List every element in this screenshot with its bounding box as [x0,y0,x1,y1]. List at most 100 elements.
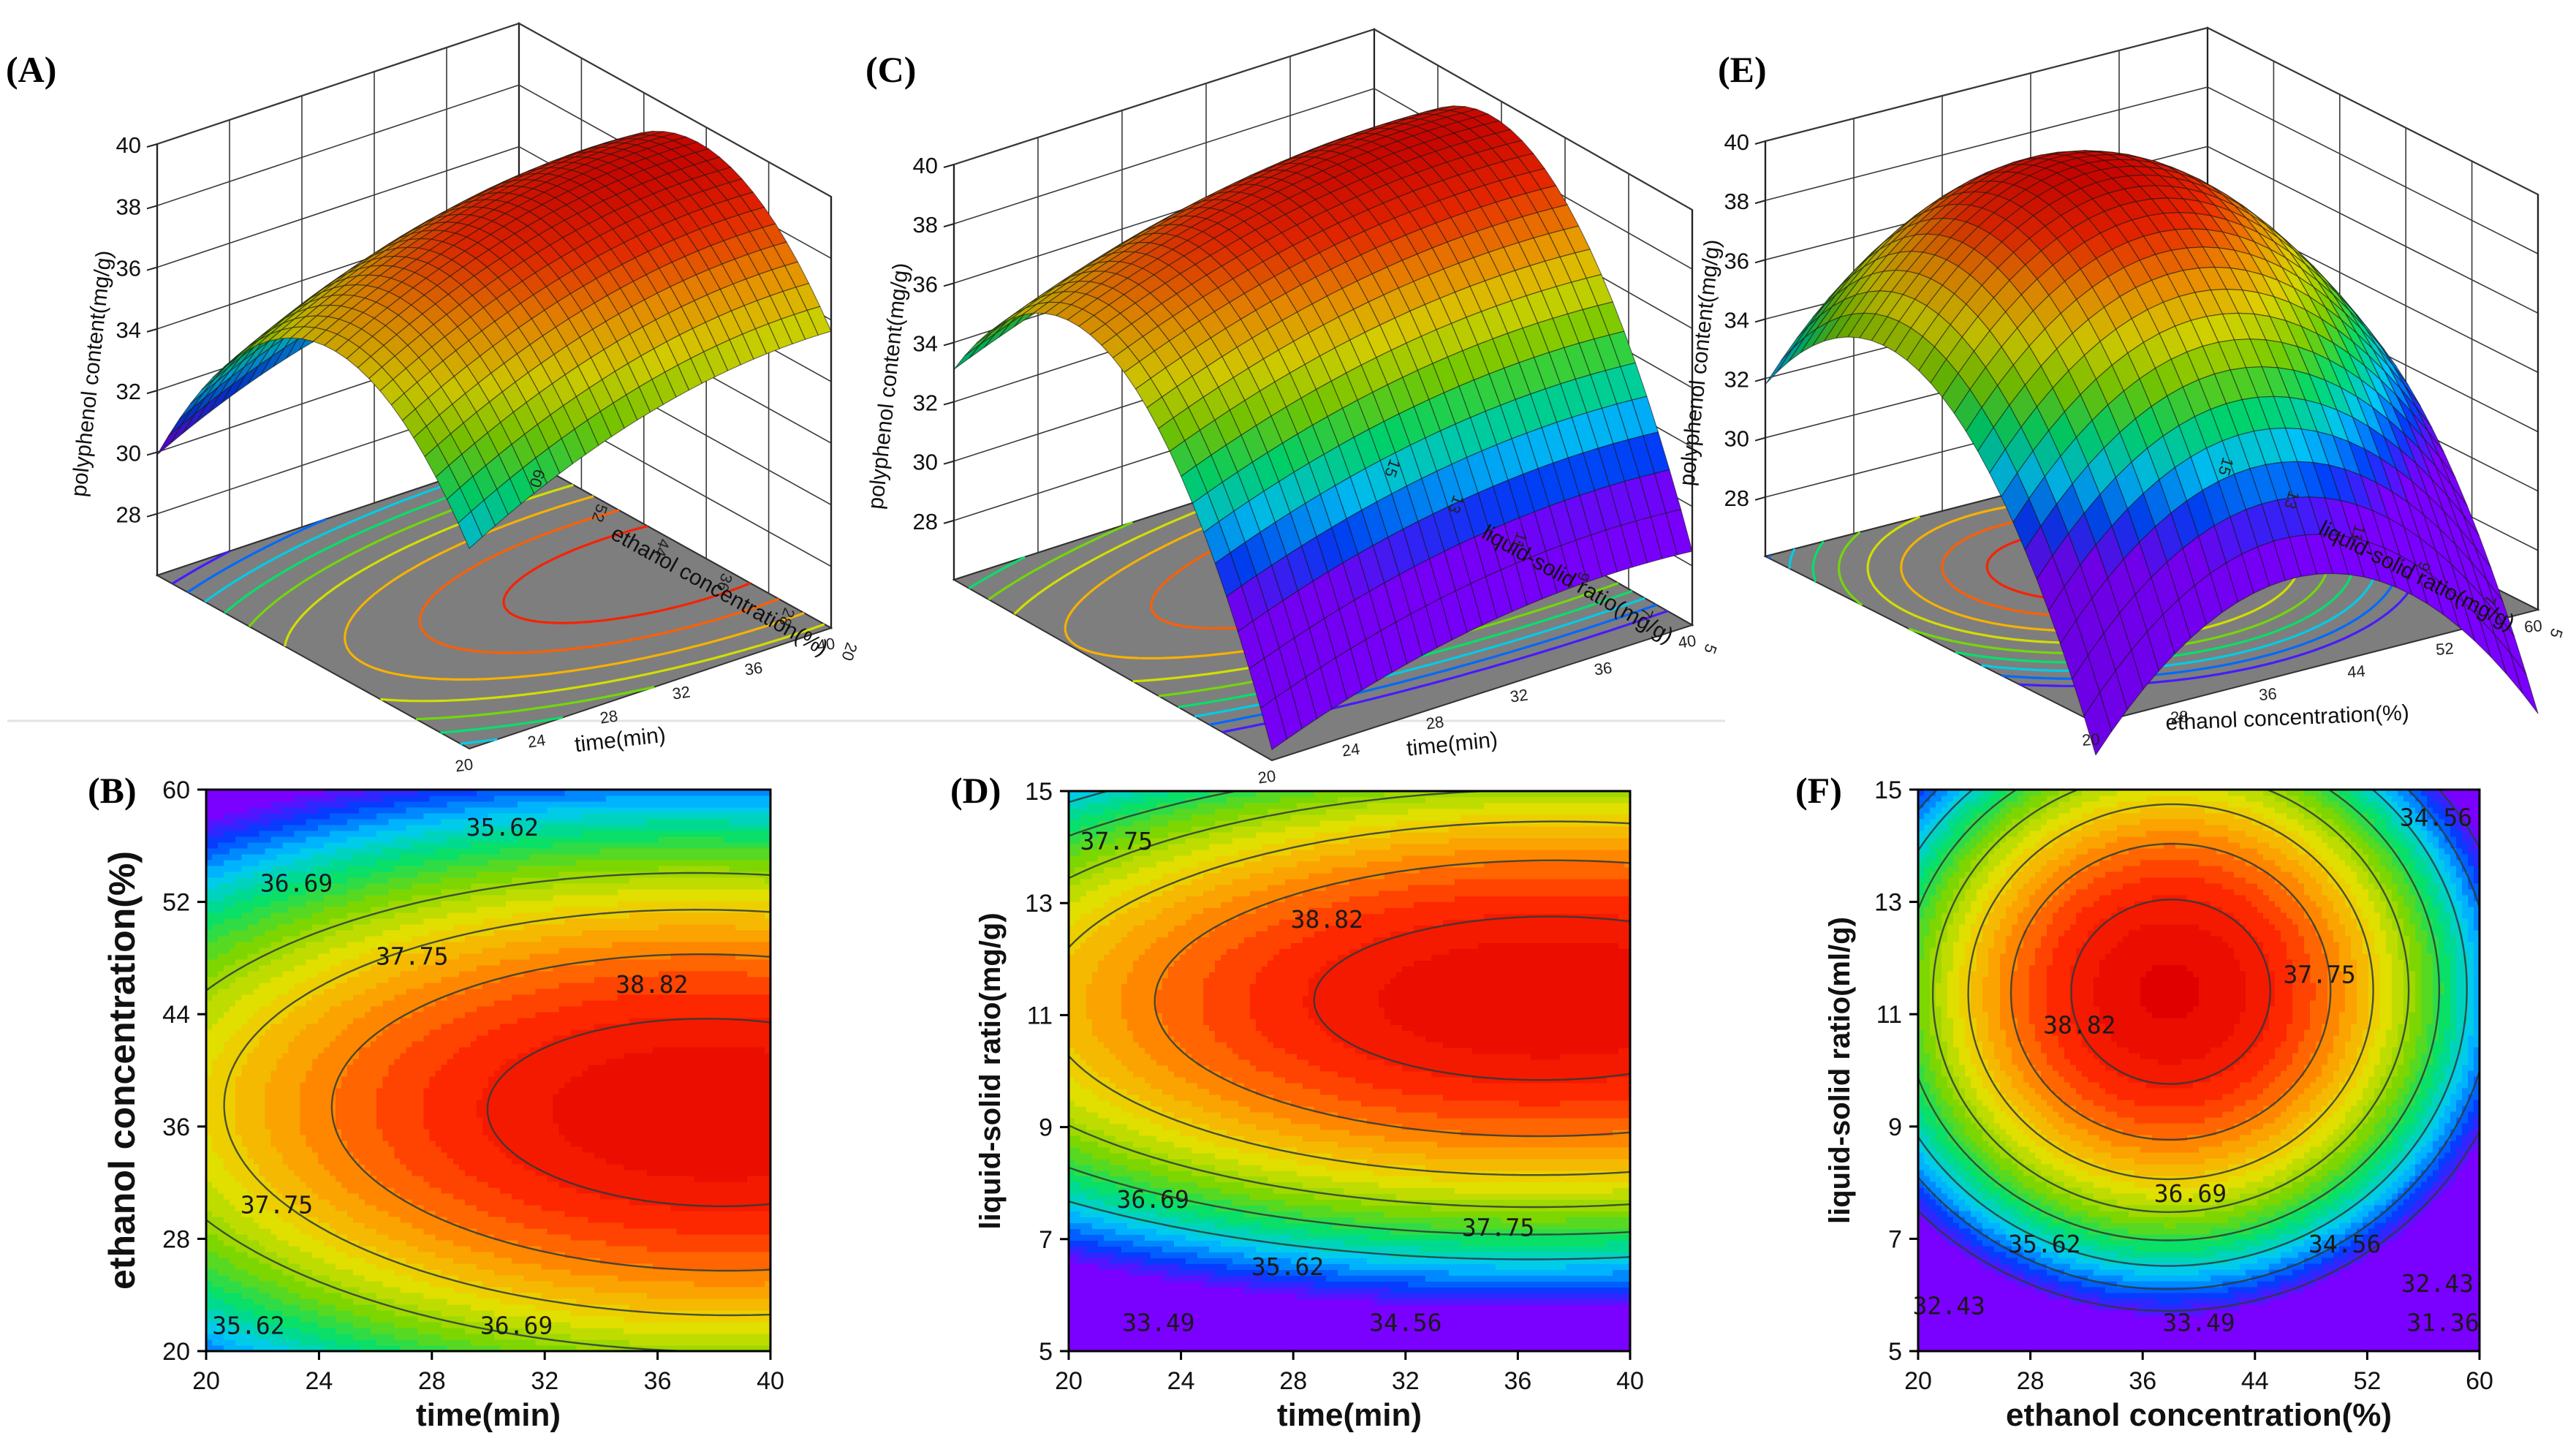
x-tick-label: 32 [671,682,692,703]
y-tick-label: 5 [1039,1338,1053,1366]
z-grid-line [1765,86,2539,254]
z-tick-mark [943,460,955,465]
contour-line-36-69 [223,909,770,1317]
z-grid-line [953,88,1693,270]
z-tick-mark [146,205,158,210]
x-tick-label: 28 [1279,1367,1307,1395]
contour-value-label: 38.82 [615,970,688,999]
x-tick-label: 40 [816,634,836,654]
x-tick-label: 24 [526,730,547,751]
contour-value-label: 37.75 [2283,960,2355,988]
x-tick-label: 20 [1055,1367,1083,1395]
contour-value-label: 32.43 [2401,1269,2474,1298]
panel-label: (B) [88,770,137,811]
contour-value-label: 36.69 [260,869,333,898]
z-tick-label: 28 [913,509,938,534]
z-tick-label: 30 [913,450,938,475]
contour-line-37-75 [330,953,770,1272]
plot-frame [1917,788,2481,1353]
x-tick-label: 52 [2353,1367,2381,1395]
x-tick-label: 20 [2081,730,2100,749]
x-tick-label: 28 [2170,707,2189,727]
z-tick-mark [146,390,158,395]
y-tick-label: 20 [838,640,861,663]
contour-line-33-49 [1069,791,1630,1260]
x-tick-label: 40 [1616,1367,1644,1395]
surface-cell [458,510,483,549]
contour-value-label: 32.43 [1913,1292,1985,1320]
y-tick-label: 60 [162,776,190,804]
contour-line-38-82 [1313,915,1630,1081]
z-tick-label: 32 [913,390,938,416]
contour-line-34-56 [1918,790,2441,1241]
z-tick-mark [1754,496,1766,501]
contour-line-32-43 [1918,790,2480,1290]
x-axis-title: time(min) [573,723,667,757]
z-tick-label: 40 [1724,129,1749,155]
z-tick-label: 36 [913,271,938,297]
y-tick-label: 15 [1874,776,1902,804]
x-tick-label: 32 [1509,686,1529,706]
contour-panel-f: 34.56 37.75 38.82 36.69 35.62 34.56 32.43 32.43… [1795,770,2493,1433]
contour-line-38-82 [2070,899,2271,1085]
response-surface [1765,150,2539,756]
y-axis-title: liquid-solid ratio(ml/g) [1824,917,1856,1224]
z-tick-label: 28 [1724,485,1749,511]
z-tick-label: 32 [1724,367,1749,393]
z-tick-mark [146,143,158,148]
y-tick-label: 11 [1027,1002,1053,1029]
contour-value-label: 36.69 [480,1311,553,1339]
x-tick-label: 20 [1904,1367,1932,1395]
y-tick-label: 9 [1039,1114,1053,1142]
contour-value-label: 33.49 [2162,1309,2235,1337]
z-tick-label: 32 [116,379,141,404]
y-axis-title: liquid-solid ratio(mg/g) [974,912,1007,1229]
x-axis-title: time(min) [1406,727,1499,760]
contour-line-36-69 [1967,803,2374,1181]
panel-label: (E) [1718,49,1767,90]
contour-line-35-62 [1069,791,1630,1209]
contour-value-label: 36.69 [1117,1185,1189,1214]
x-tick-label: 32 [531,1367,558,1395]
y-tick-label: 20 [162,1338,190,1366]
plot-frame [1067,790,1632,1353]
floor-contour-line [502,525,751,624]
z-tick-mark [943,282,955,287]
contour-value-label: 37.75 [376,942,448,970]
contour-value-label: 37.75 [1462,1213,1534,1241]
floor-contour-line [186,518,327,594]
floor-contour-line [344,495,805,681]
z-axis: 28 30 32 34 36 38 40 polyphenol content(mg/g) [67,132,158,528]
z-tick-mark [943,341,955,347]
contour-fill [1918,790,2480,1351]
panel-label: (D) [950,770,1001,811]
contour-value-label: 35.62 [466,813,539,842]
contour-value-label: 38.82 [2043,1011,2115,1040]
z-axis-title: polyphenol content(mg/g) [67,249,116,498]
z-tick-label: 30 [1724,426,1749,452]
x-tick-label: 20 [454,755,474,775]
contour-lines [1069,791,1630,1260]
x-tick-label: 24 [1167,1367,1195,1395]
surface-panel-c: 28 30 32 34 36 38 40 polyphenol content(mg/g) 20… [863,28,1721,787]
x-tick-label: 52 [2435,639,2454,659]
contour-line-35-62 [206,871,770,1351]
z-tick-label: 38 [913,212,938,238]
z-tick-mark [146,451,158,456]
contour-value-label: 36.69 [2154,1179,2227,1208]
x-tick-label: 36 [743,658,764,678]
z-tick-mark [146,328,158,333]
contour-value-label: 34.56 [1369,1309,1442,1337]
y-tick-label: 52 [162,889,190,917]
contour-value-label: 35.62 [1251,1252,1324,1281]
y-tick-label: 5 [1700,642,1721,657]
z-tick-mark [943,401,955,406]
contour-fill [206,790,770,1351]
y-tick-label: 7 [1888,1225,1902,1253]
contour-line-34-56 [1069,791,1630,1236]
z-tick-label: 36 [1724,248,1749,273]
z-tick-mark [943,519,955,524]
y-tick-label: 7 [1039,1226,1053,1254]
contour-value-label: 37.75 [240,1190,313,1219]
z-tick-label: 28 [116,502,141,528]
